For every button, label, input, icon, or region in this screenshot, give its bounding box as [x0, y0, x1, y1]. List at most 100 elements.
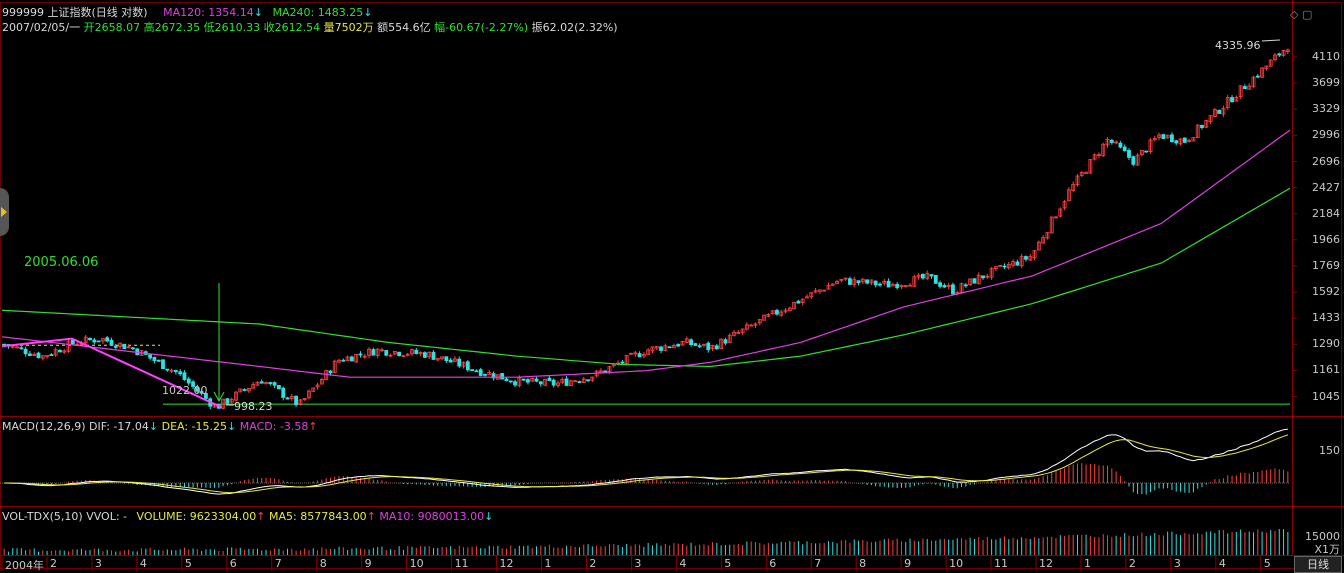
candle-body [723, 339, 728, 344]
candle-body [354, 354, 359, 363]
volume-unit-label: X1万 [1314, 543, 1340, 556]
price-tick-label: 1045 [1312, 389, 1340, 403]
ma240-value: MA240: 1483.25 [272, 6, 364, 19]
candle-body [744, 324, 749, 330]
month-label: 6 [769, 557, 777, 570]
candle-body [989, 268, 994, 278]
candle-body [1079, 172, 1084, 176]
open-value: 开2658.07 [83, 21, 141, 34]
candle-body [856, 280, 861, 284]
candle-body [1011, 261, 1015, 266]
candle-body [946, 284, 951, 287]
candle-body [663, 345, 668, 351]
candle-body [882, 280, 887, 284]
candle-body [1148, 139, 1153, 152]
candle-body [225, 398, 230, 404]
candle-body [1019, 256, 1024, 267]
candle-body [521, 378, 526, 381]
candle-body [796, 300, 801, 304]
month-label: 8 [319, 557, 327, 570]
macd-tick-label: 150 [1319, 444, 1340, 457]
candle-body [173, 369, 178, 373]
candle-body [1139, 149, 1144, 155]
candle-body [504, 378, 509, 382]
candle-body [1225, 97, 1230, 109]
high-value: 高2672.35 [143, 21, 201, 34]
candle-body [809, 292, 814, 297]
candle-body [775, 309, 779, 315]
candle-body [547, 377, 552, 382]
candle-body [526, 379, 530, 383]
candle-body [933, 274, 938, 284]
candle-body [384, 350, 389, 356]
candle-body [817, 289, 822, 292]
high-label: 4335.96 [1215, 39, 1261, 52]
candle-body [474, 370, 479, 373]
candle-body [783, 309, 788, 313]
candle-body [805, 296, 809, 299]
vol-ma10-value: MA10: 9080013.00 [379, 510, 485, 523]
ma240-down-arrow: ↓ [363, 6, 373, 19]
low-left-label: 1022.00 [162, 384, 208, 397]
month-label: 10 [949, 557, 964, 570]
candle-body [302, 398, 307, 401]
quote-date: 2007/02/05/一 [2, 21, 81, 34]
candle-body [1221, 107, 1226, 115]
candle-body [921, 273, 925, 279]
candle-body [633, 352, 638, 355]
candle-body [878, 283, 882, 286]
candle-body [427, 351, 432, 358]
candle-body [96, 340, 101, 343]
candle-body [259, 381, 264, 384]
candle-body [839, 278, 844, 281]
dayline-button[interactable]: 日线 [1294, 556, 1342, 573]
candle-body [444, 356, 449, 362]
candle-body [534, 378, 539, 382]
candle-body [178, 371, 183, 375]
candle-body [852, 279, 857, 285]
candle-body [1045, 232, 1050, 239]
candle-body [367, 348, 371, 356]
candle-body [981, 275, 985, 279]
candle-body [165, 368, 170, 371]
candle-body [204, 393, 208, 399]
month-label: 4 [679, 557, 687, 570]
candle-body [332, 360, 337, 373]
panel-collapse-handle[interactable] [0, 188, 9, 236]
vol-ma5-value: MA5: 8577843.00 [268, 510, 367, 523]
candle-body [869, 279, 874, 284]
dea-down-arrow: ↓ [227, 420, 237, 433]
window-controls[interactable]: ◇ ▢ [1290, 8, 1313, 21]
candle-body [568, 380, 573, 387]
candle-body [508, 380, 513, 383]
candle-body [1260, 67, 1264, 78]
candle-body [264, 382, 268, 385]
candle-body [49, 354, 54, 357]
vvol-value: VVOL: - [86, 510, 128, 523]
security-name: 999999 上证指数(日线 对数) [2, 6, 148, 19]
candle-body [169, 369, 174, 372]
candle-body [586, 379, 590, 382]
candle-body [766, 313, 771, 317]
low-value: 低2610.33 [203, 21, 261, 34]
candle-body [431, 351, 436, 360]
candle-body [392, 350, 397, 355]
candle-body [624, 354, 629, 365]
price-tick-label: 1433 [1312, 311, 1340, 325]
candle-body [15, 346, 19, 349]
candle-body [440, 356, 444, 360]
month-label: 2 [589, 557, 597, 570]
candle-body [968, 278, 973, 286]
candle-body [843, 277, 848, 280]
candle-body [341, 359, 346, 362]
candle-body [702, 343, 706, 346]
month-label: 3 [1173, 557, 1181, 570]
candle-body [28, 353, 32, 356]
candle-body [1187, 139, 1192, 142]
ma120-value: MA120: 1354.14 [163, 6, 254, 19]
candle-body [345, 356, 350, 362]
month-label: 2004年 [5, 559, 44, 572]
candle-body [131, 347, 135, 350]
price-tick-label: 1290 [1312, 337, 1340, 351]
candle-body [388, 354, 393, 357]
